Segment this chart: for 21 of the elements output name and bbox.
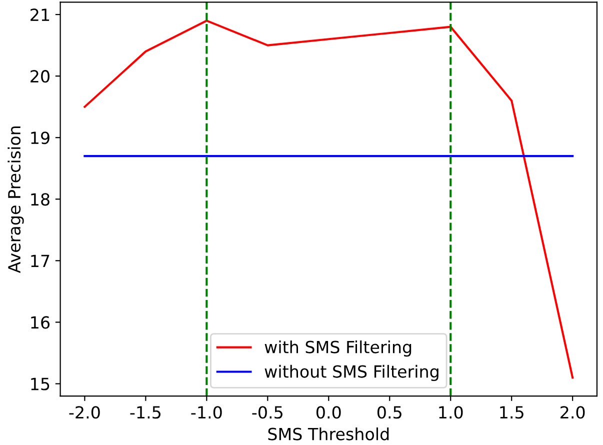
x-tick-label: 0.5: [377, 406, 402, 419]
y-tick-label: 16: [31, 316, 50, 329]
y-tick-label: 17: [31, 254, 50, 268]
y-tick-label: 20: [30, 70, 50, 83]
y-tick-label: 15: [31, 378, 50, 390]
x-axis-title: SMS Threshold: [268, 427, 389, 440]
x-tick-label: -2.0: [69, 406, 100, 419]
x-tick-label: -1.0: [191, 406, 222, 419]
y-tick-label: 19: [31, 132, 50, 144]
y-axis-title: Average Precision: [8, 126, 24, 274]
x-tick-label: -1.5: [130, 406, 160, 419]
line-series: [84, 20, 574, 379]
x-tick-label: 0.0: [316, 406, 341, 419]
x-tick-label: 2.0: [560, 406, 585, 419]
x-tick-label: -0.5: [252, 406, 282, 419]
x-tick-label: 1.5: [500, 406, 524, 419]
x-tick-label: 1.0: [439, 406, 463, 419]
legend-label: with SMS Filtering: [264, 340, 412, 357]
y-tick-label: 18: [31, 193, 50, 206]
y-tick-label: 21: [30, 8, 50, 21]
legend-label: without SMS Filtering: [264, 364, 438, 382]
